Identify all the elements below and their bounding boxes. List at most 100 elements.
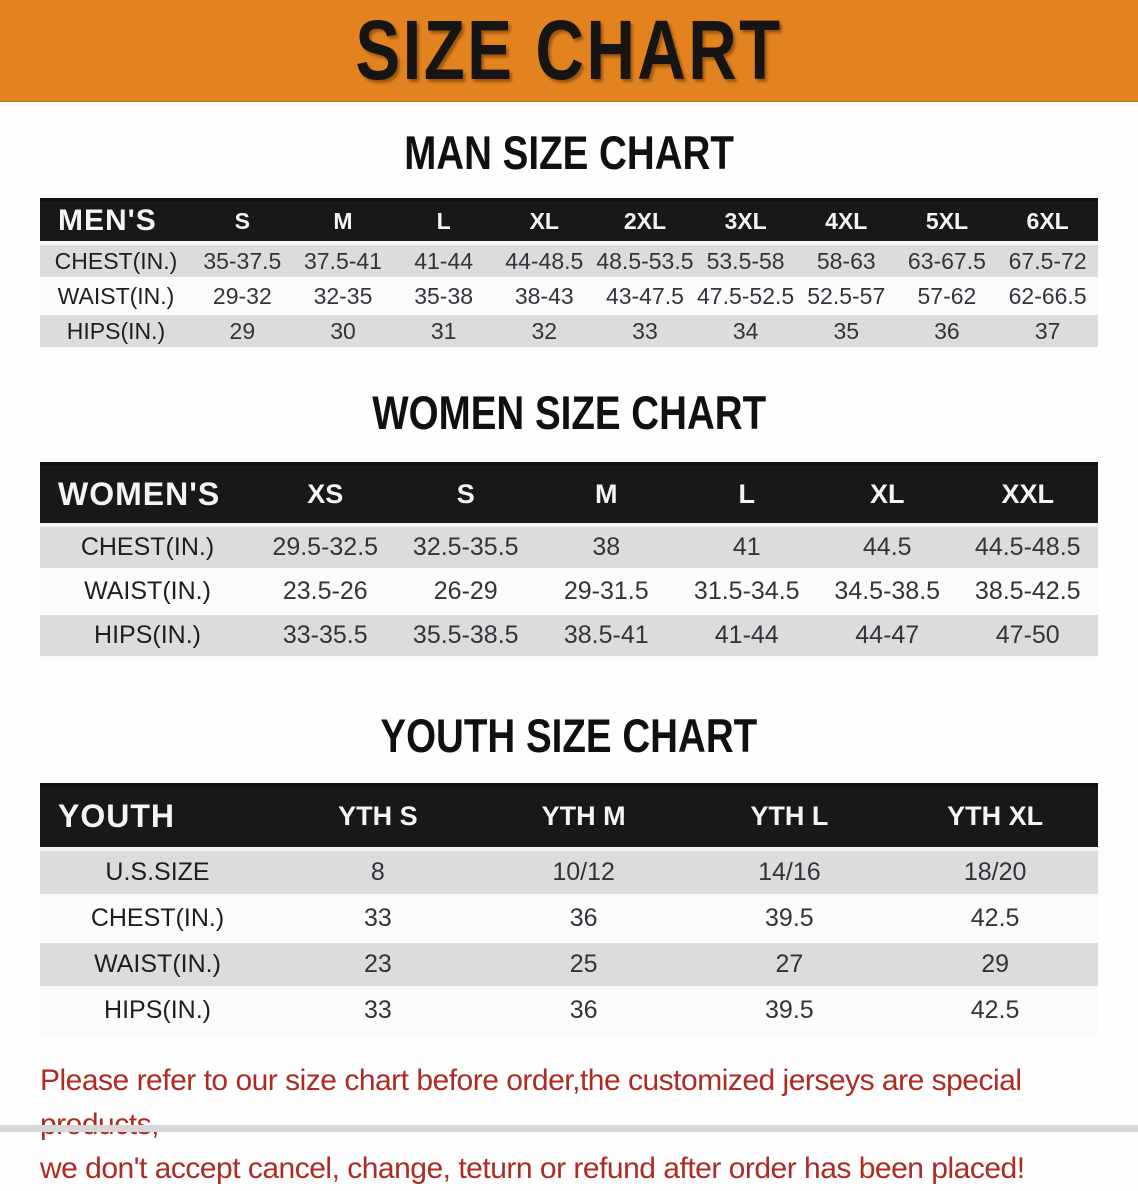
section-heading: WOMEN SIZE CHART xyxy=(0,388,1138,438)
size-value-cell: 32 xyxy=(531,317,558,344)
size-section-0: MAN SIZE CHART MEN'S S M L XL 2XL 3XL 4XL 5XL 6XL C… xyxy=(0,128,1138,350)
size-value-cell: 52.5-57 xyxy=(807,282,886,309)
size-value-cell: 37 xyxy=(1034,317,1061,344)
disclaimer-line2: we don't accept cancel, change, teturn o… xyxy=(40,1152,1025,1185)
size-value-cell: 38.5-42.5 xyxy=(974,577,1081,605)
size-value-cell: 30 xyxy=(330,317,356,344)
size-value-cell: 29-32 xyxy=(212,282,272,309)
size-value-cell: 31 xyxy=(430,317,457,344)
table-row: HIPS(IN.) 33-35.5 35.5-38.5 38.5-41 41-44 44-… xyxy=(40,613,1098,658)
size-value-cell: 39.5 xyxy=(765,996,814,1024)
size-value-cell: 38-43 xyxy=(514,282,574,309)
size-value-cell: 35-38 xyxy=(414,282,474,309)
row-label: HIPS(IN.) xyxy=(66,317,166,344)
size-column-header: XS xyxy=(307,478,344,509)
table-row: U.S.SIZE 8 10/12 14/16 18/20 xyxy=(40,849,1098,896)
table-title-cell: MEN'S xyxy=(58,204,157,237)
size-value-cell: 23 xyxy=(363,950,392,978)
size-value-cell: 44-47 xyxy=(855,621,920,649)
size-value-cell: 32-35 xyxy=(313,282,373,309)
row-label: WAIST(IN.) xyxy=(84,577,211,605)
size-value-cell: 14/16 xyxy=(758,858,821,886)
size-value-cell: 37.5-41 xyxy=(303,247,382,274)
size-value-cell: 35 xyxy=(833,317,860,344)
table-row: CHEST(IN.) 29.5-32.5 32.5-35.5 38 41 44.5 44.5… xyxy=(40,525,1098,570)
size-value-cell: 29 xyxy=(229,317,256,344)
size-column-header: 2XL xyxy=(623,207,667,234)
size-value-cell: 26-29 xyxy=(433,577,498,605)
table-row: HIPS(IN.) 33 36 39.5 42.5 xyxy=(40,987,1098,1034)
section-heading-text: YOUTH SIZE CHART xyxy=(380,709,758,762)
size-column-header: S xyxy=(234,207,250,234)
size-value-cell: 41-44 xyxy=(414,247,474,274)
size-column-header: YTH S xyxy=(338,801,418,831)
size-value-cell: 35.5-38.5 xyxy=(412,621,519,649)
size-column-header: M xyxy=(333,207,353,234)
section-heading-text: MAN SIZE CHART xyxy=(404,126,734,179)
table-header-row: MEN'S S M L XL 2XL 3XL 4XL 5XL 6XL xyxy=(40,199,1098,243)
size-value-cell: 44-48.5 xyxy=(505,247,584,274)
table-row: CHEST(IN.) 33 36 39.5 42.5 xyxy=(40,895,1098,942)
size-column-header: YTH XL xyxy=(947,801,1044,831)
row-label: WAIST(IN.) xyxy=(94,950,221,978)
size-value-cell: 47-50 xyxy=(995,621,1060,649)
size-value-cell: 39.5 xyxy=(765,904,814,932)
size-value-cell: 35-37.5 xyxy=(203,247,282,274)
size-value-cell: 63-67.5 xyxy=(907,247,986,274)
row-label: CHEST(IN.) xyxy=(54,247,178,274)
size-value-cell: 33-35.5 xyxy=(282,621,368,649)
size-column-header: L xyxy=(436,207,451,234)
banner-title: SIZE CHART xyxy=(355,3,783,97)
size-sections: MAN SIZE CHART MEN'S S M L XL 2XL 3XL 4XL 5XL 6XL C… xyxy=(0,128,1138,1035)
size-table: YOUTH YTH S YTH M YTH L YTH XL U.S.SIZE 8 10/12… xyxy=(40,783,1098,1035)
size-value-cell: 8 xyxy=(370,858,385,886)
size-column-header: 3XL xyxy=(724,207,767,234)
section-heading: MAN SIZE CHART xyxy=(0,128,1138,178)
size-column-header: 4XL xyxy=(825,207,868,234)
size-value-cell: 33 xyxy=(363,904,392,932)
row-label: HIPS(IN.) xyxy=(104,996,211,1024)
size-value-cell: 27 xyxy=(775,950,804,978)
size-value-cell: 44.5 xyxy=(862,533,912,561)
size-column-header: XL xyxy=(529,207,559,234)
size-value-cell: 57-62 xyxy=(917,282,977,309)
size-column-header: S xyxy=(456,478,475,509)
table-row: HIPS(IN.) 29 30 31 32 33 34 35 36 37 xyxy=(40,313,1098,349)
banner: SIZE CHART xyxy=(0,0,1138,102)
size-value-cell: 47.5-52.5 xyxy=(697,282,795,309)
size-column-header: YTH M xyxy=(541,801,626,831)
size-value-cell: 33 xyxy=(363,996,392,1024)
size-column-header: 5XL xyxy=(925,207,969,234)
size-column-header: YTH L xyxy=(750,801,829,831)
size-value-cell: 31.5-34.5 xyxy=(693,577,800,605)
size-value-cell: 42.5 xyxy=(970,996,1020,1024)
disclaimer-line1: Please refer to our size chart before or… xyxy=(40,1064,1022,1141)
size-value-cell: 38 xyxy=(592,533,621,561)
table-title-cell: YOUTH xyxy=(58,798,175,834)
size-value-cell: 18/20 xyxy=(963,858,1027,886)
section-heading-text: WOMEN SIZE CHART xyxy=(372,386,766,439)
row-label: U.S.SIZE xyxy=(105,858,210,886)
size-value-cell: 44.5-48.5 xyxy=(974,533,1081,561)
size-value-cell: 42.5 xyxy=(970,904,1020,932)
size-column-header: XL xyxy=(869,478,905,509)
table-row: CHEST(IN.) 35-37.5 37.5-41 41-44 44-48.5 48.5… xyxy=(40,243,1098,279)
table-header-row: YOUTH YTH S YTH M YTH L YTH XL xyxy=(40,784,1098,849)
size-value-cell: 58-63 xyxy=(816,247,876,274)
size-column-header: L xyxy=(738,478,756,509)
size-column-header: XXL xyxy=(1001,478,1054,509)
table-title-cell: WOMEN'S xyxy=(58,475,221,512)
size-table: WOMEN'S XS S M L XL XXL CHEST(IN.) 29.5-32.5 32.5… xyxy=(40,462,1098,659)
size-column-header: 6XL xyxy=(1026,207,1069,234)
row-label: HIPS(IN.) xyxy=(94,621,201,649)
size-column-header: M xyxy=(595,478,618,509)
size-value-cell: 41-44 xyxy=(714,621,779,649)
section-heading: YOUTH SIZE CHART xyxy=(0,711,1138,761)
row-label: CHEST(IN.) xyxy=(90,904,225,932)
size-value-cell: 48.5-53.5 xyxy=(596,247,694,274)
size-value-cell: 34.5-38.5 xyxy=(834,577,941,605)
table-row: WAIST(IN.) 29-32 32-35 35-38 38-43 43-47.5 47.… xyxy=(40,278,1098,314)
size-value-cell: 29 xyxy=(981,950,1010,978)
row-label: CHEST(IN.) xyxy=(80,533,215,561)
size-value-cell: 34 xyxy=(732,317,759,344)
